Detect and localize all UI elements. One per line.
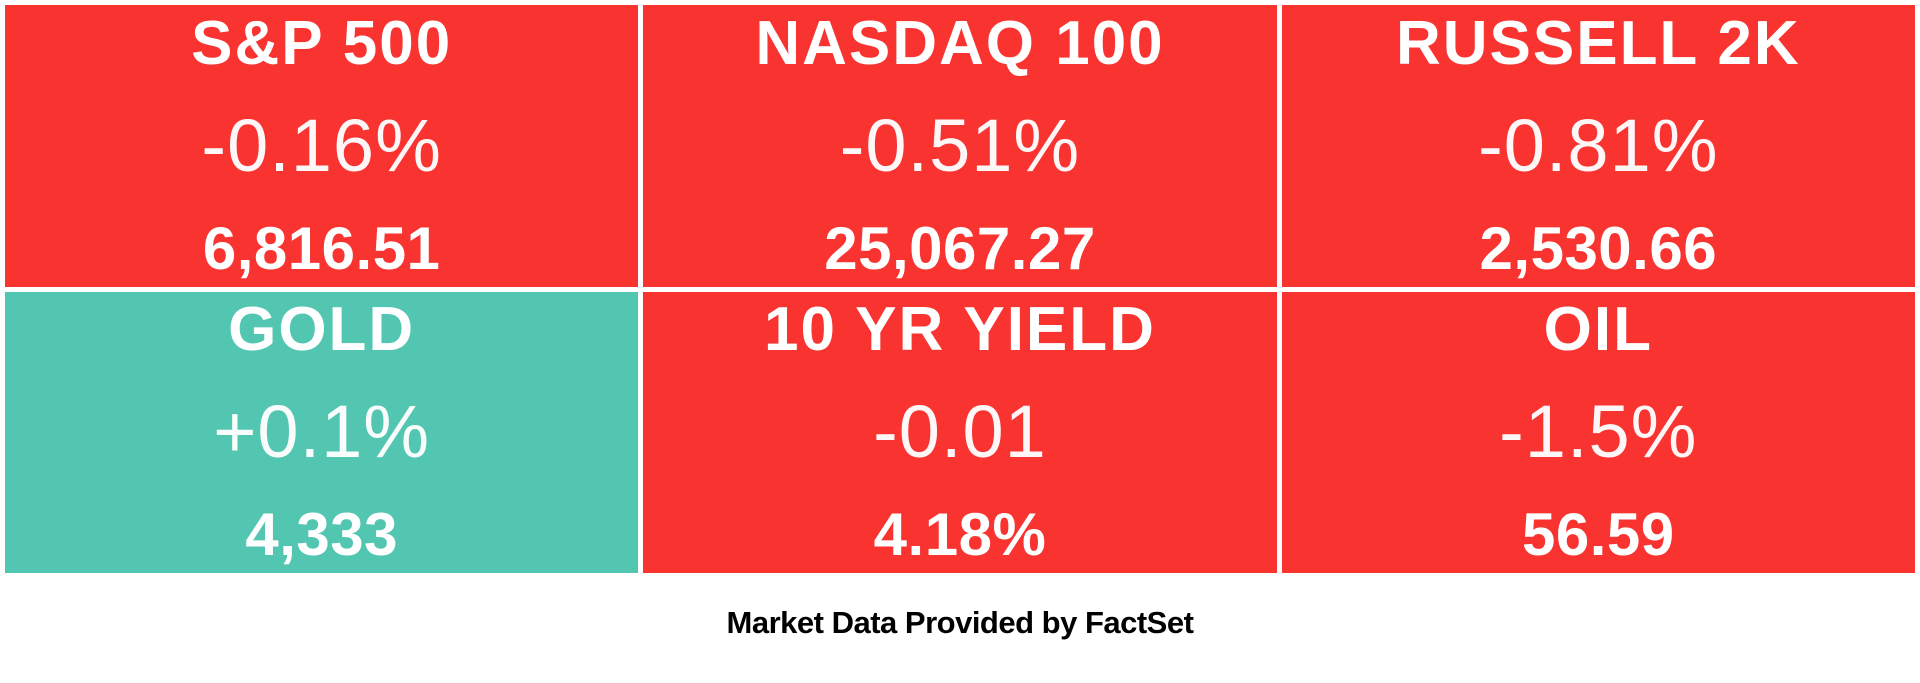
attribution-footer: Market Data Provided by FactSet: [0, 573, 1920, 683]
instrument-value: 4.18%: [873, 501, 1047, 569]
tile-russell2k: RUSSELL 2K -0.81% 2,530.66: [1281, 5, 1915, 287]
instrument-name: RUSSELL 2K: [1395, 8, 1801, 78]
instrument-value: 2,530.66: [1479, 214, 1718, 282]
tile-10yr-yield: 10 YR YIELD -0.01 4.18%: [643, 291, 1277, 573]
instrument-name: GOLD: [228, 295, 416, 365]
tile-nasdaq100: NASDAQ 100 -0.51% 25,067.27: [643, 5, 1277, 287]
percent-change: -1.5%: [1499, 390, 1698, 474]
tile-oil: OIL -1.5% 56.59: [1281, 291, 1915, 573]
tile-sp500: S&P 500 -0.16% 6,816.51: [5, 5, 639, 287]
percent-change: -0.51%: [839, 103, 1081, 187]
instrument-value: 56.59: [1521, 501, 1675, 569]
attribution-text: Market Data Provided by FactSet: [726, 605, 1194, 640]
instrument-name: 10 YR YIELD: [764, 295, 1156, 365]
percent-change: -0.01: [873, 390, 1047, 474]
instrument-name: OIL: [1543, 295, 1653, 365]
percent-change: -0.16%: [201, 103, 442, 187]
percent-change: +0.1%: [213, 390, 431, 474]
instrument-value: 25,067.27: [824, 214, 1096, 282]
market-tile-grid: S&P 500 -0.16% 6,816.51 NASDAQ 100 -0.51…: [5, 5, 1915, 573]
instrument-value: 4,333: [245, 501, 398, 569]
tile-gold: GOLD +0.1% 4,333: [5, 291, 639, 573]
instrument-value: 6,816.51: [202, 214, 441, 282]
instrument-name: S&P 500: [191, 8, 453, 78]
percent-change: -0.81%: [1478, 103, 1719, 187]
instrument-name: NASDAQ 100: [755, 8, 1165, 78]
